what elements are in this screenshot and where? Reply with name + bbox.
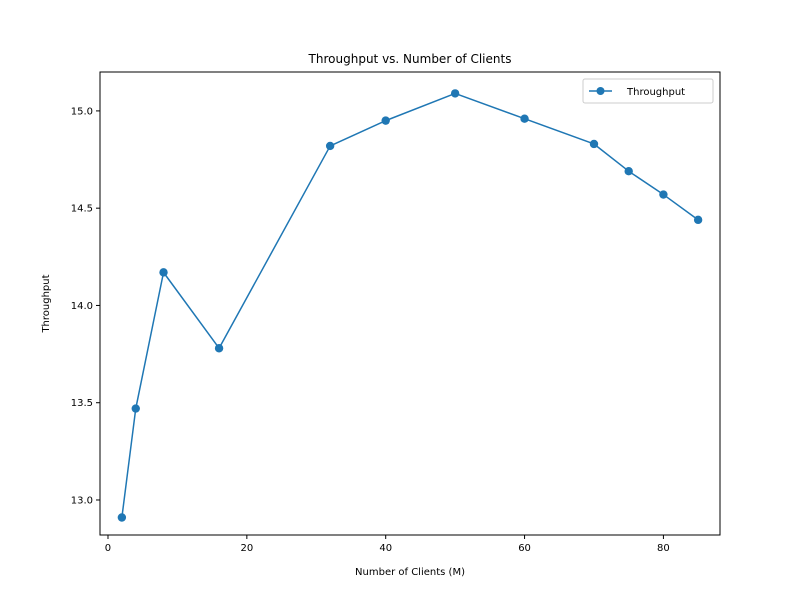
axes-frame xyxy=(99,71,721,536)
y-tick-label: 13.0 xyxy=(71,495,93,506)
data-point xyxy=(624,167,633,176)
legend: Throughput xyxy=(582,78,714,104)
x-tick-label: 60 xyxy=(518,543,531,554)
x-axis-label: Number of Clients (M) xyxy=(355,567,465,578)
data-point xyxy=(659,190,668,199)
x-axis: 0 20 40 60 80 xyxy=(105,535,670,554)
y-axis-label: Throughput xyxy=(41,274,52,333)
data-point xyxy=(159,268,168,277)
legend-marker xyxy=(596,87,605,95)
y-tick-label: 14.5 xyxy=(71,204,93,215)
x-tick-label: 40 xyxy=(379,543,392,554)
data-point xyxy=(693,215,703,225)
plot-area xyxy=(99,71,721,536)
data-point xyxy=(325,141,335,151)
chart-title: Throughput vs. Number of Clients xyxy=(308,52,512,66)
data-point xyxy=(589,139,599,149)
data-point xyxy=(520,114,529,123)
x-tick-label: 0 xyxy=(105,543,111,554)
y-tick-label: 13.5 xyxy=(71,398,93,409)
data-point xyxy=(214,344,224,353)
data-point xyxy=(117,513,127,522)
y-tick-label: 15.0 xyxy=(71,106,93,117)
x-tick-label: 20 xyxy=(240,543,253,554)
data-point xyxy=(131,404,140,413)
data-point xyxy=(381,116,390,125)
data-point xyxy=(450,89,460,98)
legend-label: Throughput xyxy=(626,87,685,98)
y-tick-label: 14.0 xyxy=(71,301,93,312)
y-axis: 13.0 13.5 14.0 14.5 15.0 xyxy=(71,106,100,506)
series-line xyxy=(121,92,699,518)
legend-box xyxy=(582,78,714,104)
series-layer xyxy=(117,89,703,522)
x-tick-label: 80 xyxy=(657,543,670,554)
